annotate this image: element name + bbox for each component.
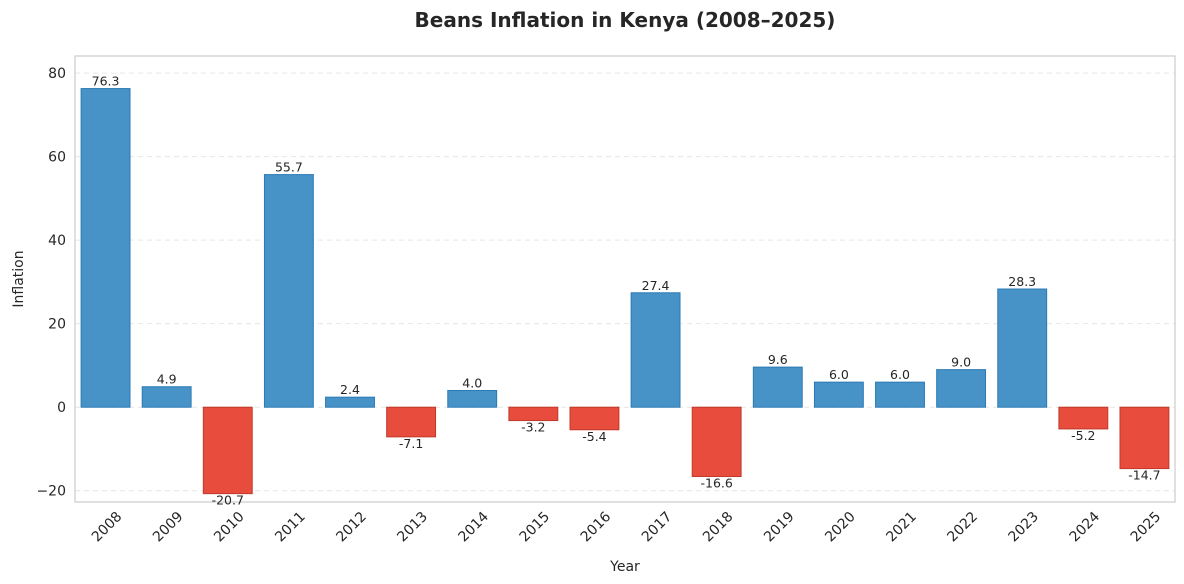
y-tick-label: 80 xyxy=(48,66,66,82)
chart-title: Beans Inflation in Kenya (2008–2025) xyxy=(415,8,836,32)
x-tick-label-2017: 2017 xyxy=(639,509,676,546)
x-axis-ticks: 2008 2009 2010 2011 2012 2013 2014 2015 2016 2017… xyxy=(89,509,1164,546)
bars xyxy=(80,88,1170,495)
data-label-2024: -5.2 xyxy=(1071,428,1095,443)
x-tick-label-2015: 2015 xyxy=(517,509,554,546)
data-label-2009: 4.9 xyxy=(157,372,177,387)
x-tick-label-2018: 2018 xyxy=(700,509,737,546)
data-label-2020: 6.0 xyxy=(829,367,849,382)
y-axis-ticks: −20 0 20 40 60 80 xyxy=(36,66,66,500)
data-label-2015: -3.2 xyxy=(521,420,545,435)
x-tick-label-2008: 2008 xyxy=(89,509,126,546)
bar-2009 xyxy=(141,386,192,408)
data-label-2008: 76.3 xyxy=(92,74,120,89)
data-label-2014: 4.0 xyxy=(462,376,482,391)
data-label-2019: 9.6 xyxy=(768,352,788,367)
data-label-2022: 9.0 xyxy=(951,355,971,370)
data-label-2018: -16.6 xyxy=(700,476,732,491)
x-tick-label-2010: 2010 xyxy=(211,509,248,546)
x-tick-label-2022: 2022 xyxy=(944,509,981,546)
x-tick-label-2011: 2011 xyxy=(272,509,309,546)
x-tick-label-2012: 2012 xyxy=(333,509,370,546)
data-label-2017: 27.4 xyxy=(642,278,670,293)
data-label-2011: 55.7 xyxy=(275,160,303,175)
x-tick-label-2023: 2023 xyxy=(1006,509,1043,546)
x-tick-label-2025: 2025 xyxy=(1128,509,1165,546)
x-tick-label-2020: 2020 xyxy=(822,509,859,546)
data-label-2010: -20.7 xyxy=(212,493,244,508)
bar-2012 xyxy=(325,396,375,408)
x-tick-label-2013: 2013 xyxy=(394,509,431,546)
x-tick-label-2019: 2019 xyxy=(761,509,798,546)
bar-2011 xyxy=(263,174,314,408)
data-label-2021: 6.0 xyxy=(890,367,910,382)
y-tick-label: −20 xyxy=(36,484,66,500)
bar-2019 xyxy=(752,366,803,408)
x-tick-label-2009: 2009 xyxy=(150,509,187,546)
bar-2022 xyxy=(936,369,987,408)
y-axis-label: Inflation xyxy=(11,250,27,307)
data-label-2012: 2.4 xyxy=(340,382,360,397)
bar-2020 xyxy=(813,381,864,408)
y-tick-label: 0 xyxy=(57,400,66,416)
x-tick-label-2016: 2016 xyxy=(578,509,615,546)
x-tick-label-2014: 2014 xyxy=(456,509,493,546)
grid-lines xyxy=(75,72,1175,492)
bar-2021 xyxy=(875,381,925,408)
bar-2013 xyxy=(386,406,437,438)
bar-2014 xyxy=(447,390,498,408)
x-tick-label-2024: 2024 xyxy=(1067,509,1104,546)
data-label-2023: 28.3 xyxy=(1008,274,1036,289)
bar-2015 xyxy=(508,406,559,422)
data-label-2025: -14.7 xyxy=(1128,468,1160,483)
bar-2018 xyxy=(691,406,742,478)
bar-2023 xyxy=(997,288,1048,408)
bar-2008 xyxy=(80,88,131,408)
data-label-2016: -5.4 xyxy=(582,429,606,444)
bar-2016 xyxy=(569,406,620,431)
x-tick-label-2021: 2021 xyxy=(883,509,920,546)
y-tick-label: 60 xyxy=(48,150,66,166)
data-label-2013: -7.1 xyxy=(399,436,423,451)
bar-2017 xyxy=(630,292,681,408)
bar-2010 xyxy=(202,406,253,495)
bar-2024 xyxy=(1058,406,1109,430)
bar-2025 xyxy=(1119,406,1170,470)
plot-frame xyxy=(74,55,1176,503)
y-tick-label: 40 xyxy=(48,233,66,249)
data-labels: 76.3 4.9 -20.7 55.7 2.4 -7.1 4.0 -3.2 -5.4 27.4 -1… xyxy=(92,74,1161,508)
x-axis-label: Year xyxy=(609,559,640,575)
y-tick-label: 20 xyxy=(48,317,66,333)
